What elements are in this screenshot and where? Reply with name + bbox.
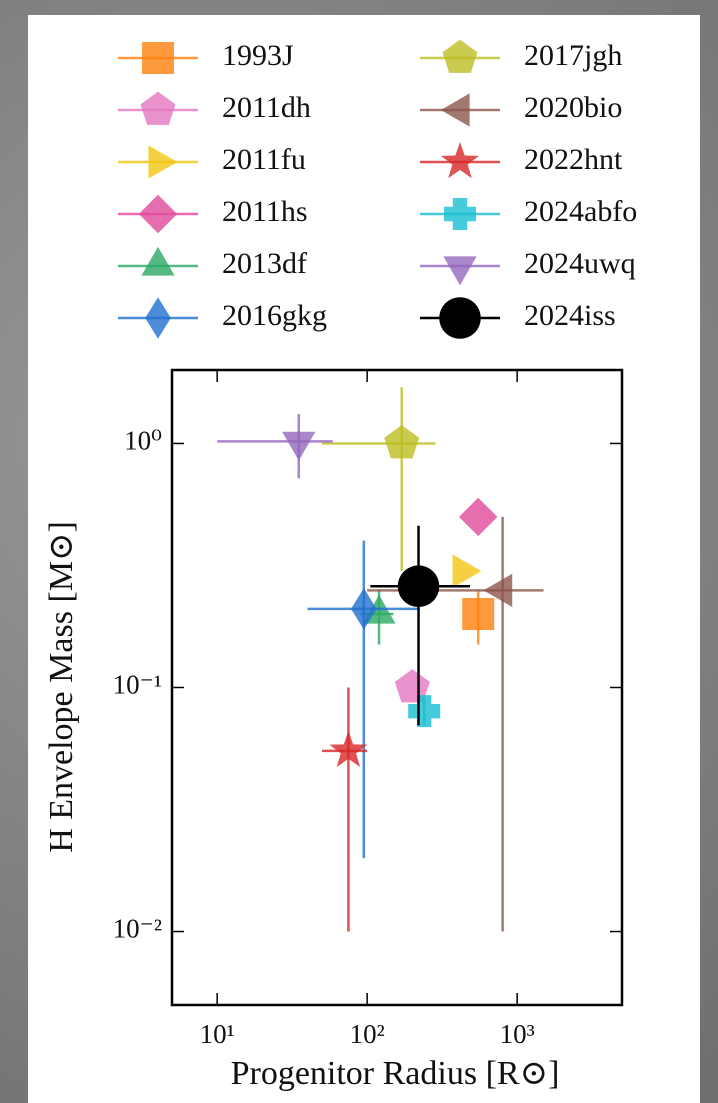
point	[329, 730, 368, 768]
series	[459, 497, 498, 537]
point	[351, 588, 377, 630]
plot-frame	[170, 368, 624, 1007]
legend-marker	[439, 297, 481, 339]
legend-marker	[138, 194, 178, 234]
y-tick-label: 10⁰	[124, 426, 162, 456]
point	[408, 695, 441, 728]
legend-marker	[140, 91, 176, 125]
series	[367, 516, 544, 932]
legend-label: 2013df	[222, 247, 307, 280]
legend-label: 2017jgh	[524, 39, 622, 72]
legend-label: 2020bio	[524, 91, 622, 124]
x-tick-label: 10³	[500, 1019, 535, 1049]
legend-marker	[442, 39, 478, 73]
series	[322, 687, 368, 932]
point	[483, 573, 513, 608]
legend-marker	[145, 297, 171, 339]
x-axis-label: Progenitor Radius [R⊙]	[231, 1055, 560, 1092]
legend-label: 2011hs	[222, 195, 308, 228]
point	[462, 598, 495, 631]
y-tick-label: 10⁻²	[113, 914, 162, 944]
series	[370, 525, 471, 726]
series	[307, 540, 420, 859]
point	[452, 554, 482, 588]
x-tick-label: 10¹	[200, 1019, 235, 1049]
point	[397, 565, 440, 608]
series	[322, 387, 436, 572]
legend-marker	[444, 198, 476, 230]
point	[282, 431, 316, 461]
x-tick-label: 10²	[350, 1019, 385, 1049]
legend-label: 2024iss	[524, 299, 616, 332]
legend-marker	[443, 256, 477, 286]
legend-marker	[141, 246, 175, 276]
legend-marker	[440, 142, 480, 179]
legend-label: 2011dh	[222, 91, 311, 124]
series	[452, 554, 482, 588]
legend-label: 2016gkg	[222, 299, 327, 332]
legend-marker	[440, 93, 470, 127]
series	[462, 590, 495, 645]
legend-marker	[148, 145, 178, 179]
legend-label: 2024uwq	[524, 247, 636, 280]
y-axis-label: H Envelope Mass [M⊙]	[43, 521, 80, 853]
legend-label: 2022hnt	[524, 143, 623, 176]
point	[459, 497, 498, 537]
point	[394, 669, 430, 703]
series	[408, 695, 441, 728]
point	[384, 425, 420, 459]
legend-label: 1993J	[222, 39, 294, 72]
legend-marker	[142, 42, 174, 74]
series	[394, 669, 430, 703]
series	[217, 414, 333, 479]
legend-label: 2024abfo	[524, 195, 637, 228]
y-tick-label: 10⁻¹	[113, 670, 162, 700]
legend-label: 2011fu	[222, 143, 306, 176]
